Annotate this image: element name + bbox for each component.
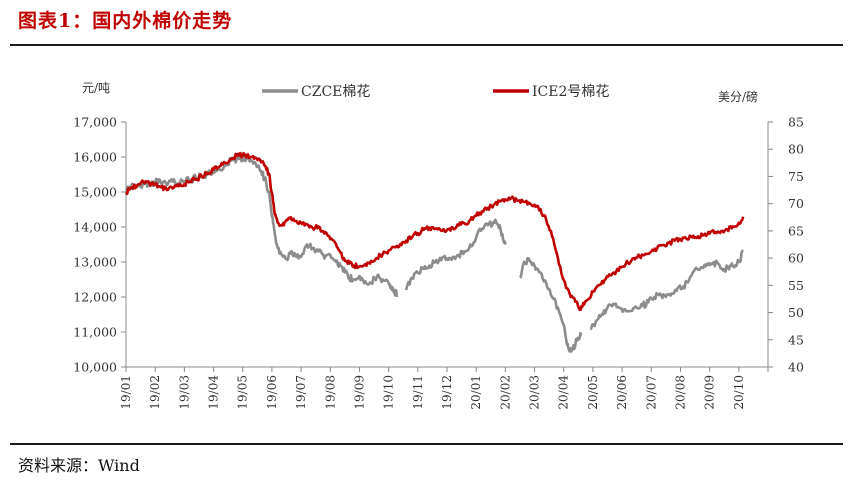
right-tick-label: 50 [788,305,804,320]
left-tick-label: 11,000 [73,325,117,340]
left-y-ticks: 10,000 11,000 12,000 13,000 14,000 15,000 16,0… [73,115,126,375]
right-tick-label: 85 [788,115,804,130]
left-tick-label: 17,000 [73,115,117,130]
series-ice [125,151,745,312]
legend: CZCE棉花 ICE2号棉花 [262,83,609,100]
bottom-rule [10,443,843,445]
right-tick-label: 80 [788,142,804,157]
x-ticks: 19/01 19/02 19/03 19/04 19/05 19/06 19/07 19/08… [119,367,769,410]
right-tick-label: 65 [788,223,804,238]
x-tick-label: 19/01 [119,375,133,410]
x-tick-label: 20/02 [498,375,512,410]
x-tick-label: 20/05 [586,375,600,410]
left-tick-label: 12,000 [73,290,117,305]
left-tick-label: 16,000 [73,150,117,165]
x-tick-label: 19/02 [148,375,162,410]
x-tick-label: 19/06 [265,375,279,410]
series-line-segment [404,218,507,291]
x-tick-label: 19/07 [294,375,308,410]
x-tick-label: 19/05 [236,375,250,410]
right-tick-label: 45 [788,332,804,347]
x-tick-label: 19/11 [411,375,425,410]
x-tick-label: 19/10 [382,375,396,410]
x-tick-label: 19/12 [440,375,454,410]
series-line-segment [519,257,583,353]
x-tick-label: 20/01 [469,375,483,410]
legend-label-ice: ICE2号棉花 [532,83,609,100]
cotton-price-chart: 元/吨 美分/磅 CZCE棉花 ICE2号棉花 10,000 11,000 12,0… [73,81,804,410]
left-tick-label: 14,000 [73,220,117,235]
x-tick-label: 20/09 [703,375,717,410]
x-tick-label: 20/06 [615,375,629,410]
x-tick-label: 20/07 [644,375,658,410]
legend-label-czce: CZCE棉花 [301,83,370,100]
top-rule [10,44,843,46]
x-tick-label: 20/10 [732,375,746,410]
series-line-segment [124,155,399,298]
x-tick-label: 20/03 [528,375,542,410]
right-y-ticks: 40 45 50 55 60 65 70 75 80 85 [768,115,804,375]
x-tick-label: 19/08 [323,375,337,410]
right-tick-label: 55 [788,278,804,293]
left-tick-label: 13,000 [73,255,117,270]
x-tick-label: 20/04 [557,375,571,410]
x-tick-label: 19/09 [352,375,366,410]
series-line-segment [125,151,745,312]
figure-title: 图表1：国内外棉价走势 [18,10,233,32]
left-tick-label: 15,000 [73,185,117,200]
x-tick-label: 19/03 [177,375,191,410]
left-tick-label: 10,000 [73,360,117,375]
x-tick-label: 19/04 [207,375,221,410]
right-tick-label: 70 [788,196,804,211]
right-axis-unit: 美分/磅 [718,89,758,104]
series-line-segment [589,249,744,330]
right-tick-label: 60 [788,251,804,266]
right-tick-label: 75 [788,169,804,184]
right-tick-label: 40 [788,360,804,375]
x-tick-label: 20/08 [673,375,687,410]
series-czce [124,155,744,353]
source-note: 资料来源：Wind [18,456,140,475]
left-axis-unit: 元/吨 [82,81,110,95]
